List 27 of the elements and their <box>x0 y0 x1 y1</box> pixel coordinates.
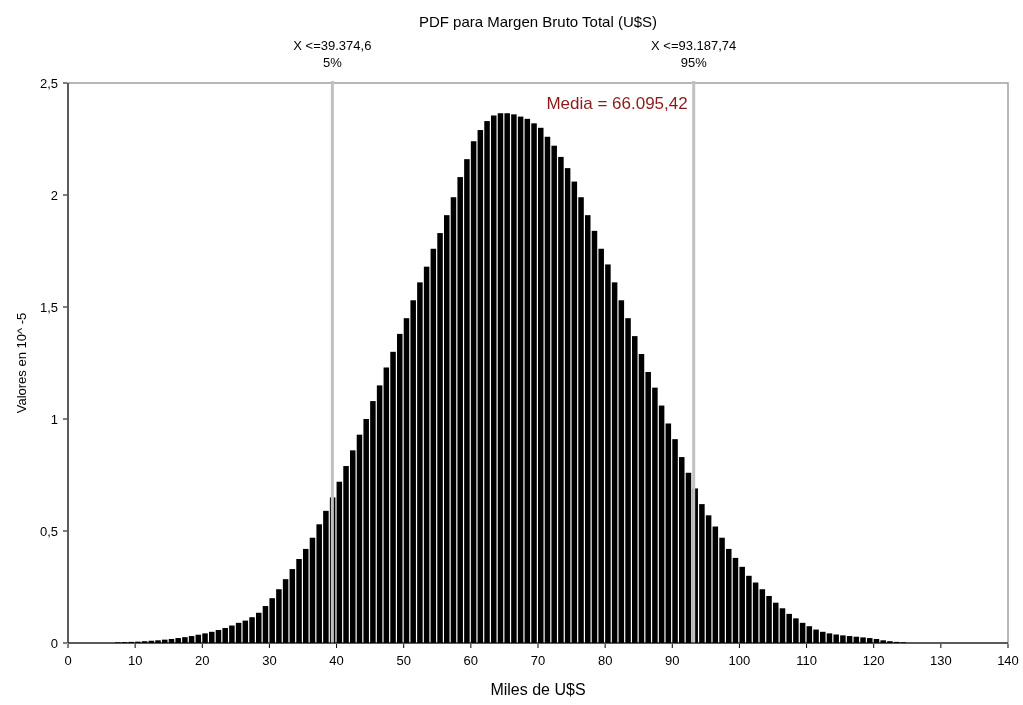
x-tick-label: 20 <box>195 653 210 668</box>
x-axis-title: Miles de U$S <box>490 681 586 698</box>
x-tick-label: 50 <box>396 653 411 668</box>
x-tick-label: 70 <box>530 653 546 668</box>
y-tick-label: 1,5 <box>39 300 58 315</box>
x-tick-label: 40 <box>329 653 344 668</box>
x-tick-label: 100 <box>728 653 751 668</box>
y-tick-label: 0 <box>50 636 58 651</box>
y-tick-label: 2,5 <box>39 76 58 91</box>
x-tick-label: 0 <box>64 653 72 668</box>
x-tick-label: 60 <box>463 653 479 668</box>
x-tick-label: 10 <box>127 653 143 668</box>
y-tick-label: 1 <box>50 412 58 427</box>
ref-line-label: X <=39.374,6 5% <box>293 38 372 70</box>
x-tick-label: 140 <box>997 653 1019 668</box>
chart-title: PDF para Margen Bruto Total (U$S) <box>418 13 658 30</box>
ref-line-label: X <=93.187,74 95% <box>651 38 737 70</box>
y-tick-label: 2 <box>50 188 58 203</box>
x-tick-label: 120 <box>862 653 885 668</box>
x-tick-label: 30 <box>262 653 277 668</box>
x-tick-label: 110 <box>796 653 817 668</box>
y-tick-label: 0,5 <box>39 524 58 539</box>
x-tick-label: 130 <box>930 653 952 668</box>
x-tick-label: 80 <box>597 653 613 668</box>
y-axis-title: Valores en 10^ -5 <box>14 312 29 414</box>
x-tick-label: 90 <box>665 653 680 668</box>
annotation: Media = 66.095,42 <box>546 94 688 113</box>
